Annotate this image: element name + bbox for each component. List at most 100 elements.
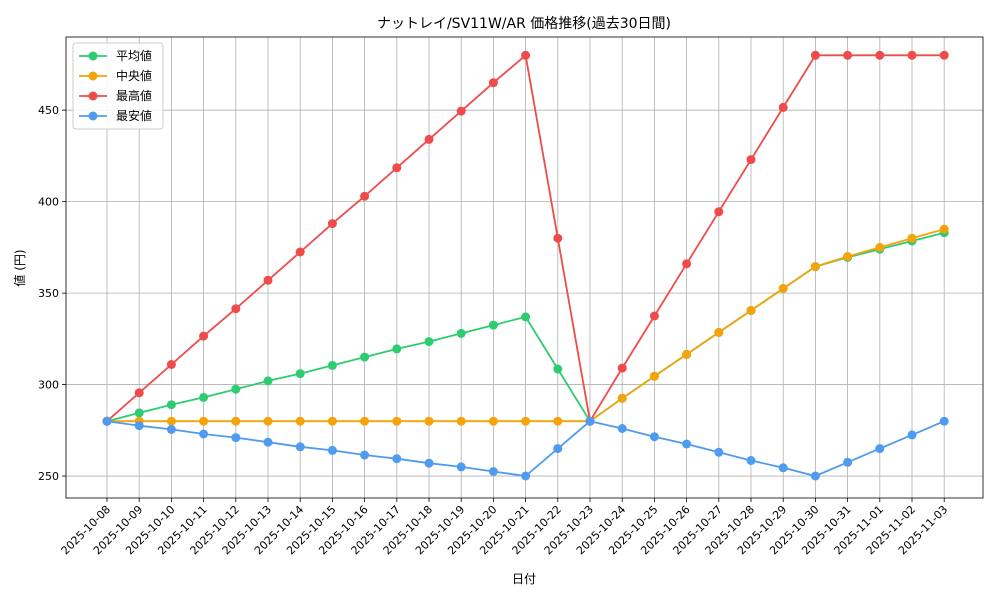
data-point bbox=[746, 155, 756, 165]
data-point bbox=[843, 252, 853, 261]
data-point bbox=[682, 349, 692, 359]
data-point bbox=[295, 442, 305, 452]
y-tick-label: 400 bbox=[38, 196, 59, 209]
data-point bbox=[875, 444, 885, 454]
data-point bbox=[166, 424, 176, 434]
data-point bbox=[327, 445, 337, 455]
data-point bbox=[521, 416, 531, 426]
data-point bbox=[295, 416, 305, 426]
data-point bbox=[295, 247, 305, 257]
series-group bbox=[102, 416, 949, 481]
data-point bbox=[843, 50, 853, 60]
data-point bbox=[875, 50, 885, 60]
data-point bbox=[456, 328, 466, 338]
data-point bbox=[263, 376, 273, 386]
grid bbox=[66, 37, 983, 498]
data-point bbox=[360, 416, 370, 426]
legend-label: 平均値 bbox=[116, 48, 152, 63]
data-point bbox=[360, 352, 370, 362]
data-point bbox=[746, 456, 756, 465]
legend-swatch-marker bbox=[88, 71, 98, 81]
data-point bbox=[521, 471, 531, 481]
legend-swatch-marker bbox=[88, 111, 98, 121]
data-point bbox=[617, 393, 627, 403]
data-point bbox=[521, 312, 531, 322]
data-point bbox=[102, 416, 112, 426]
legend-swatch-marker bbox=[88, 51, 98, 61]
data-point bbox=[714, 447, 724, 457]
data-point bbox=[553, 444, 563, 454]
data-point bbox=[360, 450, 370, 460]
data-point bbox=[778, 284, 788, 293]
data-point bbox=[553, 233, 563, 243]
data-point bbox=[456, 106, 466, 116]
data-point bbox=[231, 416, 241, 426]
data-point bbox=[682, 439, 692, 449]
data-point bbox=[134, 388, 144, 398]
data-point bbox=[392, 454, 402, 464]
data-point bbox=[488, 416, 498, 426]
legend-item: 最安値 bbox=[79, 108, 152, 123]
data-point bbox=[263, 416, 273, 426]
data-point bbox=[907, 430, 917, 440]
data-point bbox=[585, 416, 595, 426]
data-point bbox=[488, 320, 498, 330]
legend-label: 中央値 bbox=[116, 68, 152, 83]
data-point bbox=[939, 416, 949, 426]
data-point bbox=[714, 327, 724, 337]
data-point bbox=[231, 304, 241, 314]
data-point bbox=[456, 416, 466, 426]
data-point bbox=[327, 219, 337, 229]
data-point bbox=[199, 416, 209, 426]
data-point bbox=[810, 471, 820, 481]
series-layer bbox=[102, 50, 949, 481]
data-point bbox=[617, 424, 627, 433]
y-axis-title: 値 (円) bbox=[12, 249, 27, 286]
legend-label: 最高値 bbox=[116, 88, 152, 103]
data-point bbox=[424, 337, 434, 347]
data-point bbox=[327, 360, 337, 370]
legend-label: 最安値 bbox=[116, 108, 152, 123]
data-point bbox=[875, 242, 885, 252]
data-point bbox=[907, 233, 917, 243]
legend-item: 最高値 bbox=[79, 88, 152, 103]
data-point bbox=[939, 50, 949, 60]
data-point bbox=[231, 433, 241, 443]
legend-item: 中央値 bbox=[79, 68, 152, 83]
y-tick-label: 250 bbox=[38, 470, 59, 483]
data-point bbox=[810, 262, 820, 272]
data-point bbox=[649, 371, 659, 381]
data-point bbox=[360, 191, 370, 201]
data-point bbox=[199, 331, 209, 341]
data-point bbox=[649, 311, 659, 321]
data-point bbox=[424, 416, 434, 426]
data-point bbox=[199, 392, 209, 402]
data-point bbox=[553, 364, 563, 374]
data-point bbox=[295, 369, 305, 379]
series-group bbox=[102, 50, 949, 426]
data-point bbox=[939, 224, 949, 234]
data-point bbox=[488, 467, 498, 476]
data-point bbox=[263, 275, 273, 285]
data-point bbox=[649, 432, 659, 442]
data-point bbox=[263, 437, 273, 447]
data-point bbox=[778, 102, 788, 112]
data-point bbox=[778, 463, 788, 473]
data-point bbox=[424, 134, 434, 144]
y-tick-label: 450 bbox=[38, 104, 59, 117]
data-point bbox=[392, 344, 402, 354]
data-point bbox=[392, 416, 402, 426]
legend-item: 平均値 bbox=[79, 48, 152, 63]
y-tick-label: 350 bbox=[38, 287, 59, 300]
data-point bbox=[553, 416, 563, 426]
legend-swatch-marker bbox=[88, 91, 98, 101]
data-point bbox=[843, 457, 853, 467]
data-point bbox=[907, 50, 917, 60]
data-point bbox=[488, 78, 498, 88]
data-point bbox=[134, 421, 144, 431]
data-point bbox=[810, 50, 820, 60]
plot-frame bbox=[65, 36, 984, 499]
data-point bbox=[682, 259, 692, 269]
